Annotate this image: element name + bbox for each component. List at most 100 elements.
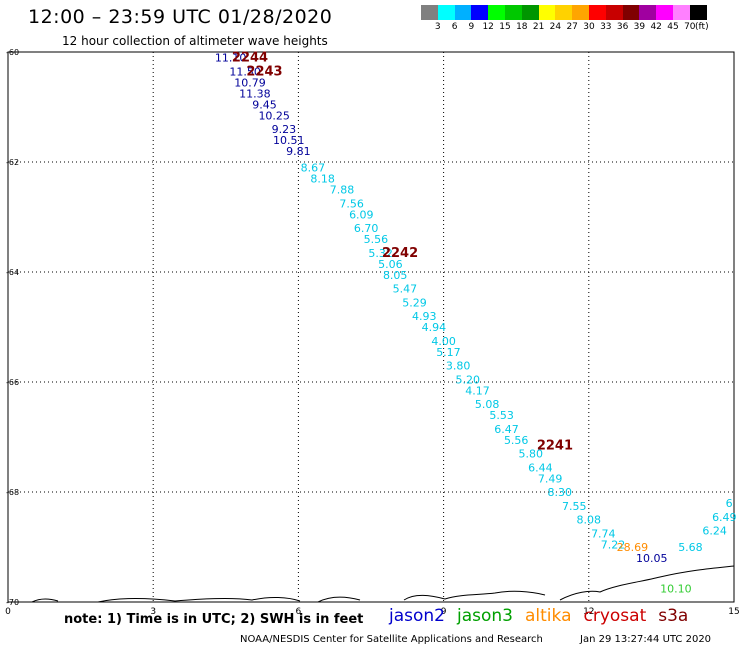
wave-height-label: 11.50: [229, 65, 261, 78]
y-tick-label: -66: [6, 378, 19, 387]
satellite-legend: jason2 jason3 altika cryosat s3a: [389, 606, 700, 626]
axis-tick-labels: 0 3 6 9 12 15 -60 -62 -64 -66 -68 -70: [5, 48, 740, 617]
y-tick-label: -64: [6, 268, 19, 277]
wave-height-label: 5.08: [475, 398, 500, 411]
wave-height-label: 6.24: [702, 525, 727, 538]
wave-height-label: 3.80: [446, 360, 471, 373]
wave-height-label: 10.51: [273, 134, 305, 147]
wave-height-label: 5.17: [436, 346, 461, 359]
color-scale-tick: 3: [434, 22, 441, 32]
color-scale-tick: 21: [532, 22, 545, 32]
wave-height-label: 11.38: [239, 87, 271, 100]
color-scale-labels: 3 6 9 12 15 18 21 24 27 30 33 36 39 42 45 70 (ft): [421, 22, 740, 34]
x-tick-label: 15: [728, 607, 739, 617]
wave-height-label: 4.94: [422, 321, 447, 334]
color-scale-tick: 42: [650, 22, 662, 32]
color-scale-tick: 6: [451, 22, 458, 32]
y-tick-label: -60: [6, 48, 19, 57]
wave-height-label: 8.05: [383, 269, 408, 282]
color-scale-tick: 24: [549, 22, 562, 32]
wave-height-label: 8.30: [548, 486, 573, 499]
color-swatch: [555, 5, 573, 20]
color-swatch: [622, 5, 640, 20]
color-swatch: [421, 5, 438, 20]
generated-timestamp: Jan 29 13:27:44 UTC 2020: [580, 634, 712, 645]
y-tick-label: -62: [6, 158, 19, 167]
y-tick-label: -68: [6, 488, 19, 497]
orbit-number-label: 2244: [232, 51, 268, 66]
color-scale-tick: 45: [667, 22, 679, 32]
color-scale-tick: 30: [583, 22, 595, 32]
coastline: [31, 565, 735, 603]
wave-height-label: 8.08: [577, 514, 602, 527]
data-labels: 11.1011.5010.7911.389.4510.259.2310.519.…: [215, 51, 737, 596]
grid-lines: [8, 52, 734, 602]
x-tick-label: 6: [296, 607, 302, 617]
color-scale-unit: (ft): [695, 22, 709, 32]
wave-height-label: 5.20: [456, 373, 481, 386]
x-tick-label: 0: [5, 607, 11, 617]
wave-height-label: 6.70: [354, 222, 379, 235]
wave-height-label: 8.18: [310, 173, 335, 186]
wave-height-label: 5.56: [364, 233, 389, 246]
chart-title: 12:00 – 23:59 UTC 01/28/2020: [28, 6, 333, 28]
wave-height-label: 6: [726, 497, 733, 510]
satellite-legend-jason3: jason3: [457, 606, 513, 626]
color-scale-tick: 12: [482, 22, 494, 32]
color-scale-bar: [421, 5, 707, 21]
wave-height-label: 5.32: [368, 247, 393, 260]
wave-height-label: 10.05: [636, 552, 668, 565]
wave-height-label: 7.74: [591, 527, 616, 540]
wave-height-label: 4.93: [412, 310, 437, 323]
color-scale-tick: 39: [633, 22, 646, 32]
wave-height-label: 6.47: [494, 423, 519, 436]
wave-height-label: 4.17: [465, 384, 490, 397]
color-swatch: [572, 5, 589, 20]
x-tick-label: 12: [583, 607, 594, 617]
wave-height-label: 10.25: [258, 109, 290, 122]
wave-height-label: 9.23: [272, 123, 297, 136]
credit-text: NOAA/NESDIS Center for Satellite Applica…: [240, 634, 543, 645]
plot-frame: [7, 51, 735, 603]
wave-height-label: 7.55: [562, 500, 587, 513]
satellite-legend-cryosat: cryosat: [583, 606, 647, 626]
color-swatch: [488, 5, 505, 20]
wave-height-label: 8.67: [301, 162, 326, 175]
color-scale-tick: 9: [468, 22, 475, 32]
wave-height-label: 28.69: [617, 541, 649, 554]
color-swatch: [538, 5, 556, 20]
color-swatch: [605, 5, 623, 20]
x-tick-label: 9: [441, 607, 447, 617]
wave-height-label: 5.29: [402, 296, 427, 309]
color-scale-tick: 18: [516, 22, 528, 32]
color-swatch: [521, 5, 539, 20]
chart-subtitle: 12 hour collection of altimeter wave hei…: [62, 34, 328, 48]
color-swatch: [504, 5, 522, 20]
wave-height-label: 5.06: [378, 258, 403, 271]
wave-height-label: 5.53: [489, 409, 514, 422]
color-swatch: [437, 5, 455, 20]
orbit-number-label: 2242: [382, 246, 418, 261]
wave-height-label: 10.79: [234, 76, 266, 89]
color-swatch: [656, 5, 673, 20]
color-swatch: [471, 5, 489, 20]
y-tick-label: -70: [6, 598, 19, 607]
satellite-legend-jason2: jason2: [389, 606, 445, 626]
coastline-path: [31, 565, 735, 603]
color-scale-tick: 36: [616, 22, 629, 32]
x-tick-label: 3: [150, 607, 156, 617]
color-scale-tick: 70: [684, 22, 696, 32]
wave-height-label: 10.10: [660, 582, 692, 595]
orbit-number-label: 2243: [246, 64, 282, 79]
color-swatch: [672, 5, 690, 20]
wave-height-label: 6.09: [349, 208, 374, 221]
wave-height-label: 4.00: [431, 335, 456, 348]
footer-note: note: 1) Time is in UTC; 2) SWH is in fe…: [64, 612, 364, 627]
wave-height-label: 9.81: [286, 145, 311, 158]
color-swatch: [588, 5, 606, 20]
satellite-legend-s3a: s3a: [658, 606, 689, 626]
wave-height-label: 5.47: [393, 283, 418, 296]
wave-height-label: 7.88: [330, 184, 355, 197]
wave-height-label: 5.56: [504, 434, 529, 447]
